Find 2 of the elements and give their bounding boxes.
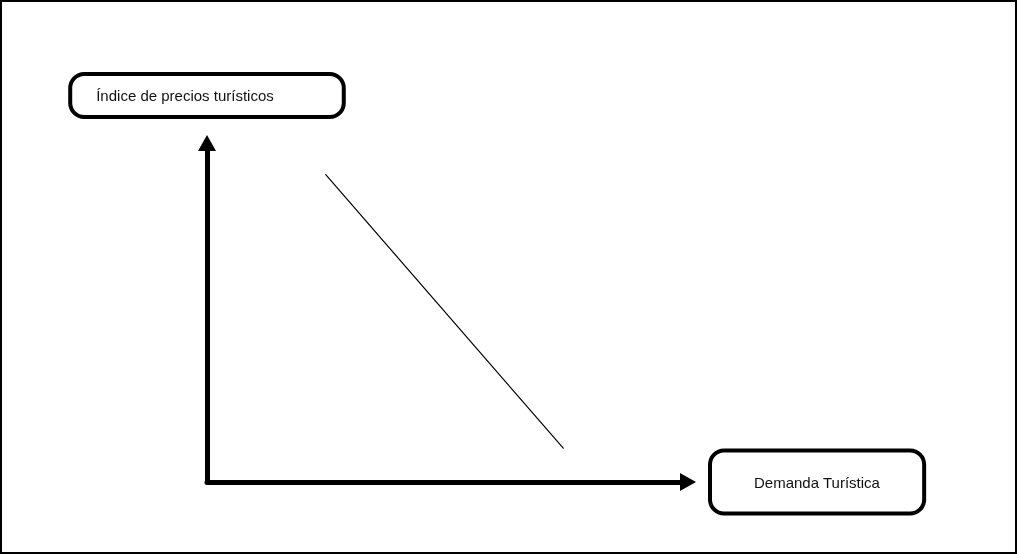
y-axis-title: Índice de precios turísticos: [96, 87, 274, 104]
x-axis-title: Demanda Turística: [754, 473, 881, 491]
